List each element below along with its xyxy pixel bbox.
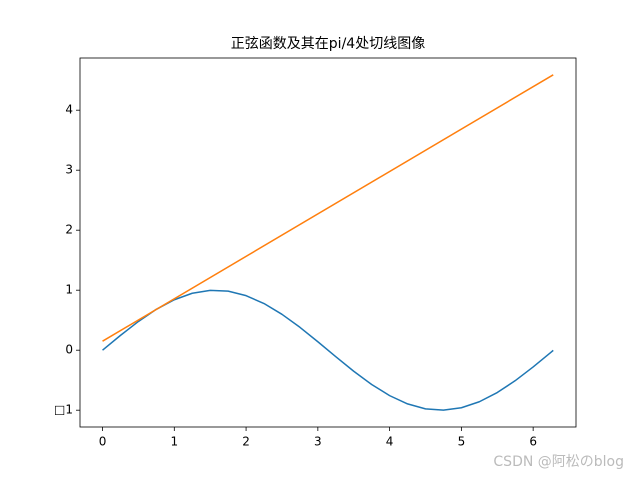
y-tick-label: 0 xyxy=(65,343,73,357)
x-tick-label: 1 xyxy=(170,435,178,449)
x-tick-label: 5 xyxy=(458,435,466,449)
x-tick-label: 3 xyxy=(314,435,322,449)
y-tick-label: □1 xyxy=(54,403,73,417)
x-tick-label: 6 xyxy=(529,435,537,449)
watermark: CSDN @阿松のblog xyxy=(493,454,624,470)
line-series xyxy=(102,74,554,342)
x-tick-label: 4 xyxy=(386,435,394,449)
x-tick-label: 2 xyxy=(242,435,250,449)
y-tick-label: 4 xyxy=(65,103,73,117)
line-series xyxy=(102,289,554,411)
plot-frame xyxy=(79,57,577,428)
y-tick-label: 1 xyxy=(65,283,73,297)
chart-title: 正弦函数及其在pi/4处切线图像 xyxy=(231,36,425,52)
x-tick-label: 0 xyxy=(99,435,107,449)
y-tick-label: 3 xyxy=(65,163,73,177)
y-tick-label: 2 xyxy=(65,223,73,237)
